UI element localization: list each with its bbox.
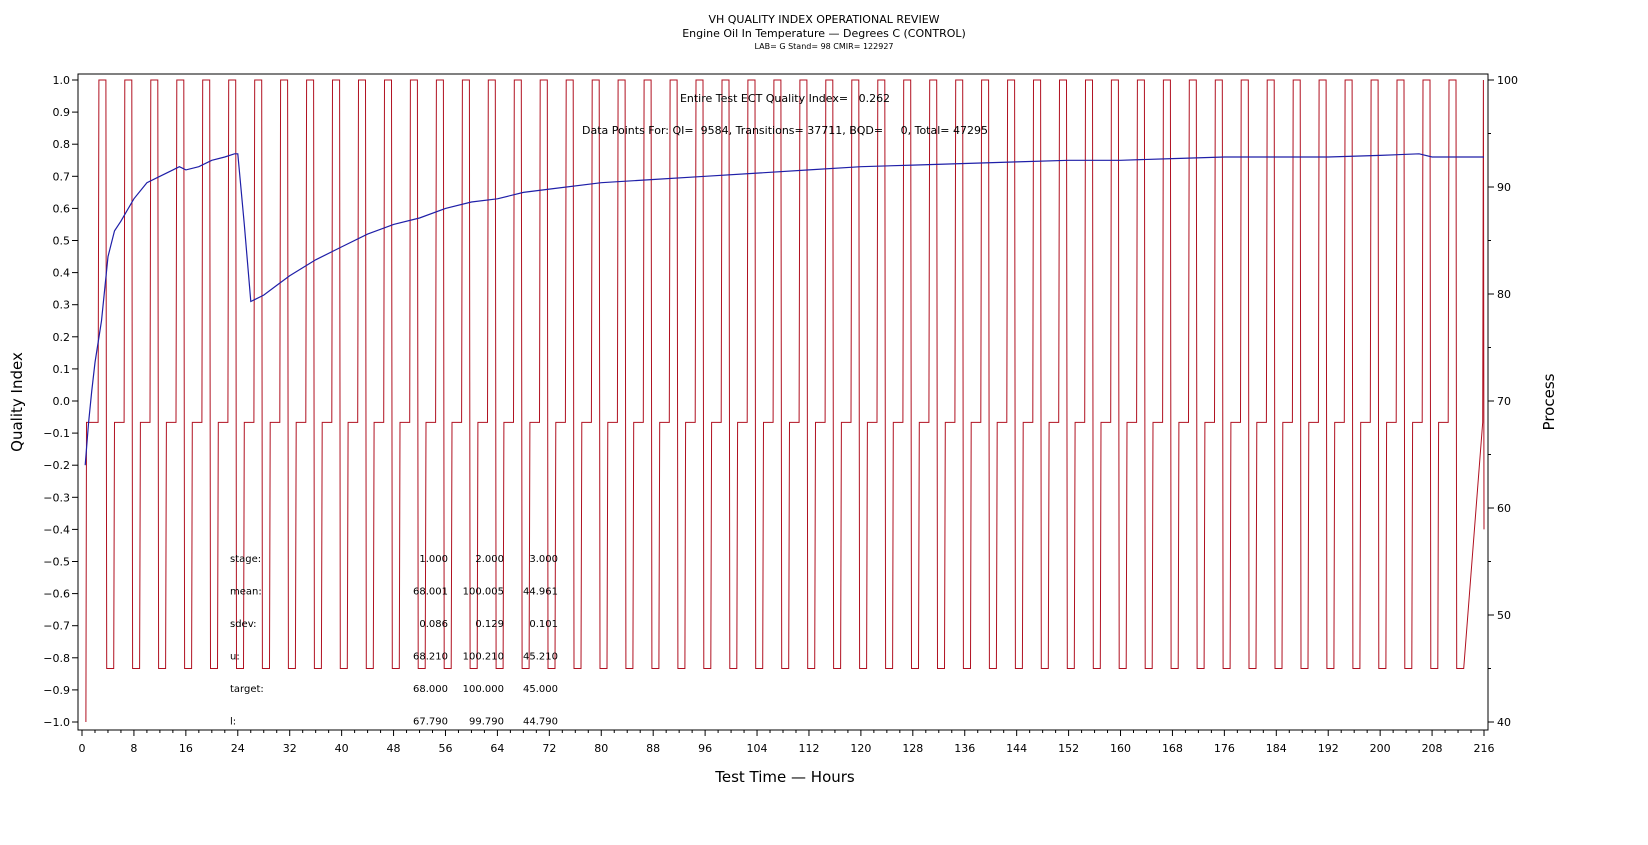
y-left-axis-label: Quality Index: [8, 352, 26, 452]
x-tick-label: 96: [698, 742, 712, 755]
y-left-tick-label: −0.2: [43, 459, 70, 472]
stats-table: stage: 1.000 2.000 3.000 mean: 68.001 100.005 4…: [230, 554, 558, 728]
x-tick-label: 104: [747, 742, 768, 755]
y-left-tick-label: −0.8: [43, 652, 70, 665]
stats-cell: 45.000: [523, 684, 558, 695]
quality-index-series-line: [84, 153, 1484, 466]
y-left-tick-label: 0.6: [53, 202, 71, 215]
x-tick-label: 56: [438, 742, 452, 755]
x-tick-label: 64: [490, 742, 504, 755]
series-layer: [84, 79, 1485, 723]
points-annotation: Data Points For: QI= 9584, Transitions= …: [582, 124, 988, 137]
chart-subtitle: Engine Oil In Temperature — Degrees C (C…: [682, 27, 966, 40]
stats-cell: 2.000: [475, 554, 504, 565]
stats-cell: 0.101: [529, 619, 558, 630]
plot-frame: [77, 73, 1489, 731]
y-left-tick-label: −1.0: [43, 716, 70, 729]
x-tick-label: 24: [231, 742, 245, 755]
stats-row-label: l:: [230, 717, 236, 728]
stats-cell: 68.001: [413, 587, 448, 598]
y-left-tick-label: 0.8: [53, 138, 71, 151]
x-tick-label: 168: [1162, 742, 1183, 755]
x-tick-label: 16: [179, 742, 193, 755]
x-tick-label: 80: [594, 742, 608, 755]
stats-cell: 67.790: [413, 717, 448, 728]
chart-title: VH QUALITY INDEX OPERATIONAL REVIEW: [708, 13, 940, 26]
x-tick-label: 120: [850, 742, 871, 755]
stats-cell: 68.000: [413, 684, 448, 695]
qi-annotation: Entire Test ECT Quality Index= 0.262: [680, 92, 890, 105]
y-left-tick-label: 0.5: [53, 235, 71, 248]
stats-cell: 44.961: [523, 587, 558, 598]
stats-cell: 3.000: [529, 554, 558, 565]
y-left-tick-label: 0.3: [53, 299, 71, 312]
stats-cell: 0.129: [475, 619, 504, 630]
x-tick-label: 128: [902, 742, 923, 755]
x-tick-label: 0: [79, 742, 86, 755]
stats-row-label: u:: [230, 652, 240, 663]
y-right-axis: 40 50 60 70 80 90 100: [1488, 74, 1518, 729]
stats-cell: 1.000: [419, 554, 448, 565]
y-right-tick-label: 60: [1497, 502, 1511, 515]
x-tick-label: 200: [1370, 742, 1391, 755]
x-tick-label: 184: [1266, 742, 1287, 755]
y-right-tick-label: 90: [1497, 181, 1511, 194]
stats-cell: 100.005: [463, 587, 504, 598]
x-tick-label: 216: [1474, 742, 1495, 755]
y-right-tick-label: 70: [1497, 395, 1511, 408]
stats-cell: 100.000: [463, 684, 504, 695]
stats-row-label: stage:: [230, 554, 261, 565]
x-tick-label: 48: [387, 742, 401, 755]
stats-row-label: sdev:: [230, 619, 256, 630]
y-right-tick-label: 100: [1497, 74, 1518, 87]
y-right-tick-label: 50: [1497, 609, 1511, 622]
chart-lab-line: LAB= G Stand= 98 CMIR= 122927: [754, 42, 894, 51]
y-left-tick-label: −0.9: [43, 684, 70, 697]
stats-cell: 99.790: [469, 717, 504, 728]
y-left-tick-label: 1.0: [53, 74, 71, 87]
x-axis: 0 8 16 24 32 40 48 56 64 72 80 88 96 104 112 120 128 136 1…: [79, 730, 1495, 755]
x-tick-label: 72: [542, 742, 556, 755]
x-tick-label: 192: [1318, 742, 1339, 755]
x-axis-label: Test Time — Hours: [714, 768, 855, 786]
x-tick-label: 152: [1058, 742, 1079, 755]
stats-cell: 45.210: [523, 652, 558, 663]
stats-cell: 44.790: [523, 717, 558, 728]
y-left-tick-label: 0.0: [53, 395, 71, 408]
x-tick-label: 136: [954, 742, 975, 755]
y-left-tick-label: 0.1: [53, 363, 71, 376]
x-tick-label: 176: [1214, 742, 1235, 755]
stats-cell: 0.086: [419, 619, 448, 630]
y-left-tick-label: −0.4: [43, 523, 70, 536]
y-left-tick-label: 0.2: [53, 331, 71, 344]
y-left-tick-label: −0.5: [43, 556, 70, 569]
y-left-axis: 1.0 0.9 0.8 0.7 0.6 0.5 0.4 0.3 0.2 0.1 0.0 −0.1 −0.…: [43, 74, 78, 729]
y-left-tick-label: 0.7: [53, 170, 71, 183]
chart-title-block: VH QUALITY INDEX OPERATIONAL REVIEW Engi…: [0, 13, 1648, 53]
stats-row-label: target:: [230, 684, 264, 695]
stats-cell: 100.210: [463, 652, 504, 663]
x-tick-label: 144: [1006, 742, 1027, 755]
y-right-tick-label: 40: [1497, 716, 1511, 729]
x-tick-label: 208: [1422, 742, 1443, 755]
x-tick-label: 160: [1110, 742, 1131, 755]
x-tick-label: 8: [130, 742, 137, 755]
y-left-tick-label: −0.1: [43, 427, 70, 440]
x-tick-label: 32: [283, 742, 297, 755]
y-left-tick-label: −0.7: [43, 620, 70, 633]
x-tick-label: 40: [335, 742, 349, 755]
stats-cell: 68.210: [413, 652, 448, 663]
x-tick-label: 112: [798, 742, 819, 755]
y-left-tick-label: 0.4: [53, 267, 71, 280]
y-left-tick-label: −0.6: [43, 588, 70, 601]
y-right-axis-label: Process: [1540, 373, 1558, 430]
y-left-tick-label: 0.9: [53, 106, 71, 119]
y-left-tick-label: −0.3: [43, 491, 70, 504]
x-tick-label: 88: [646, 742, 660, 755]
process-series-line: [85, 79, 1485, 723]
stats-row-label: mean:: [230, 587, 262, 598]
y-right-tick-label: 80: [1497, 288, 1511, 301]
